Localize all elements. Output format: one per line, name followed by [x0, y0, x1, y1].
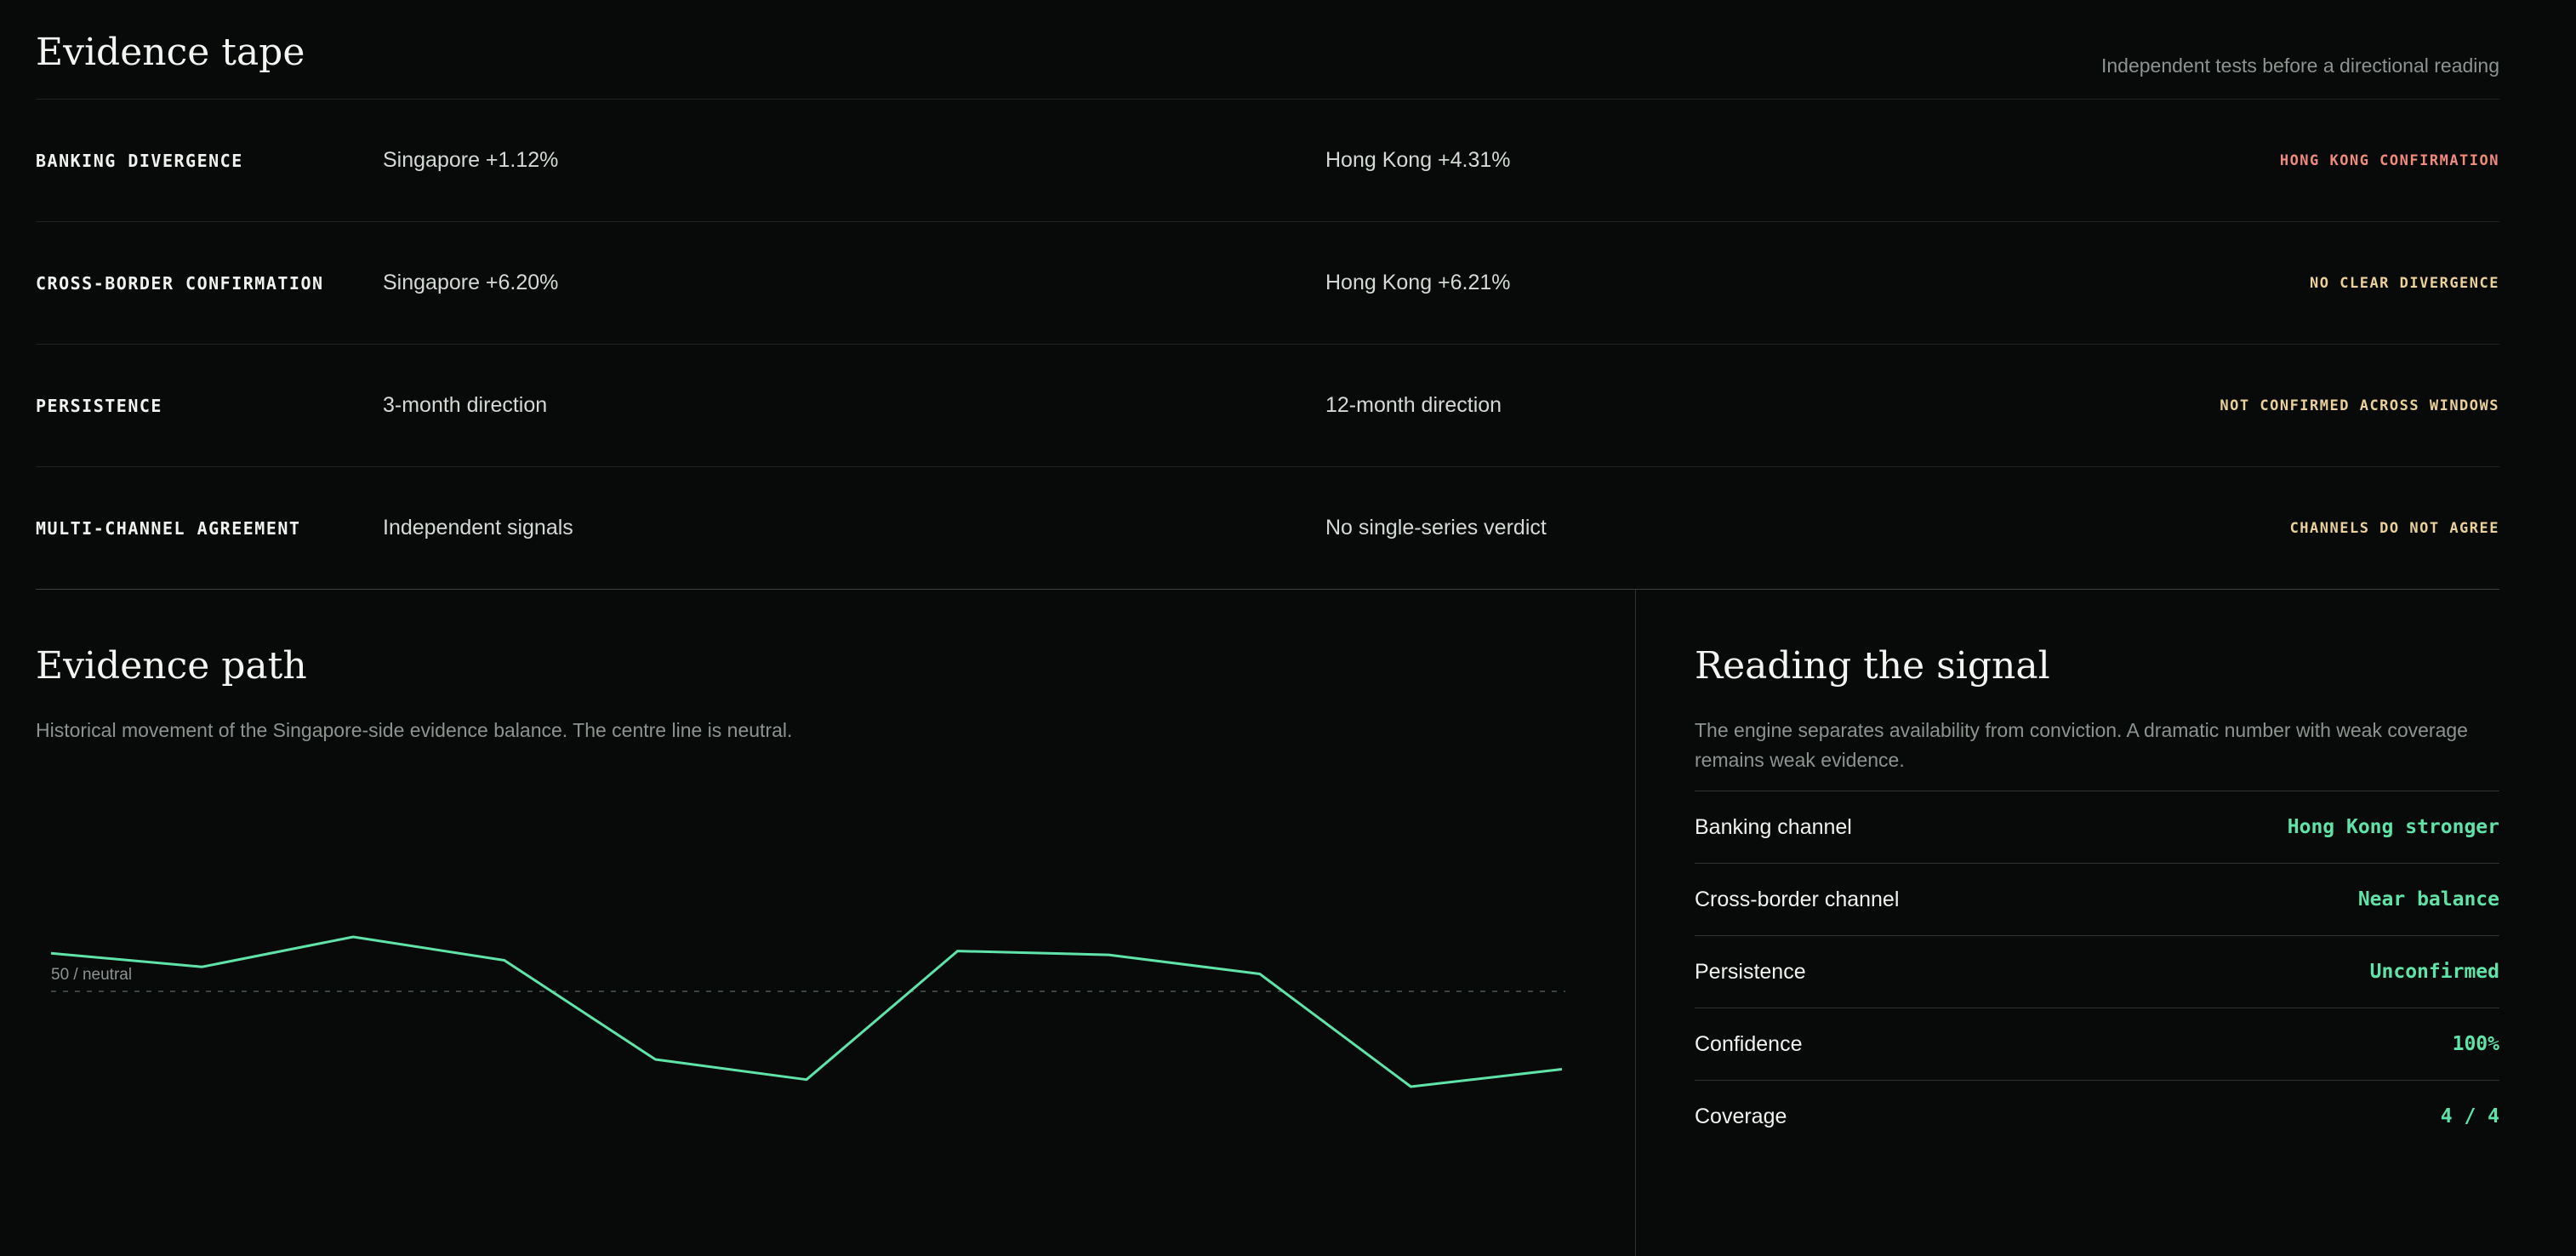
page-subtitle: Independent tests before a directional r…: [2101, 54, 2499, 77]
status-badge: HONG KONG CONFIRMATION: [2279, 151, 2499, 169]
row-label: MULTI-CHANNEL AGREEMENT: [36, 517, 301, 539]
row-label: PERSISTENCE: [36, 395, 162, 416]
row-singapore-value: Singapore +6.20%: [383, 271, 559, 294]
row-label: CROSS-BORDER CONFIRMATION: [36, 272, 324, 294]
signal-value: 100%: [2452, 1033, 2499, 1055]
row-long-window: 12-month direction: [1325, 393, 1502, 417]
signal-label: Confidence: [1695, 1031, 1803, 1056]
signal-value: Near balance: [2357, 888, 2499, 911]
row-signals-note: Independent signals: [383, 516, 573, 540]
row-hong-kong-value: Hong Kong +6.21%: [1325, 271, 1511, 294]
signal-row-confidence: Confidence 100%: [1695, 1008, 2499, 1081]
evidence-path-description: Historical movement of the Singapore-sid…: [36, 719, 793, 741]
signal-row-coverage: Coverage 4 / 4: [1695, 1081, 2499, 1152]
signal-row-banking: Banking channel Hong Kong stronger: [1695, 791, 2499, 864]
neutral-reference-label: 50 / neutral: [51, 966, 132, 984]
panel-divider: [1635, 590, 1636, 1256]
tape-row-persistence: PERSISTENCE 3-month direction 12-month d…: [36, 345, 2499, 467]
tape-row-cross-border-confirmation: CROSS-BORDER CONFIRMATION Singapore +6.2…: [36, 222, 2499, 345]
signal-value: Hong Kong stronger: [2287, 816, 2499, 838]
status-badge: CHANNELS DO NOT AGREE: [2289, 519, 2499, 537]
page-title: Evidence tape: [36, 31, 305, 74]
tape-row-banking-divergence: BANKING DIVERGENCE Singapore +1.12% Hong…: [36, 100, 2499, 222]
status-badge: NOT CONFIRMED ACROSS WINDOWS: [2220, 397, 2499, 414]
evidence-path-panel: Evidence path Historical movement of the…: [36, 590, 1610, 1256]
row-hong-kong-value: Hong Kong +4.31%: [1325, 148, 1511, 172]
reading-signal-panel: Reading the signal The engine separates …: [1695, 590, 2499, 1256]
row-singapore-value: Singapore +1.12%: [383, 148, 559, 172]
signal-value: Unconfirmed: [2369, 961, 2499, 983]
signal-label: Persistence: [1695, 959, 1806, 984]
evidence-path-chart: 50 / neutral 2025-09 2026-07: [50, 935, 1565, 1088]
reading-signal-title: Reading the signal: [1695, 644, 2050, 688]
signal-row-cross-border: Cross-border channel Near balance: [1695, 864, 2499, 936]
evidence-series-line: [50, 935, 1563, 1088]
status-badge: NO CLEAR DIVERGENCE: [2310, 274, 2499, 292]
row-label: BANKING DIVERGENCE: [36, 150, 243, 171]
row-verdict-note: No single-series verdict: [1325, 516, 1547, 540]
evidence-tape-table: BANKING DIVERGENCE Singapore +1.12% Hong…: [36, 100, 2499, 590]
evidence-tape-header: Evidence tape Independent tests before a…: [36, 0, 2499, 100]
signal-list: Banking channel Hong Kong stronger Cross…: [1695, 791, 2499, 1152]
signal-value: 4 / 4: [2440, 1105, 2499, 1128]
tape-row-multi-channel-agreement: MULTI-CHANNEL AGREEMENT Independent sign…: [36, 467, 2499, 590]
evidence-path-title: Evidence path: [36, 644, 307, 688]
reading-signal-description: The engine separates availability from c…: [1695, 719, 2468, 771]
row-short-window: 3-month direction: [383, 393, 548, 417]
signal-label: Banking channel: [1695, 814, 1852, 839]
signal-label: Cross-border channel: [1695, 887, 1900, 911]
signal-row-persistence: Persistence Unconfirmed: [1695, 936, 2499, 1008]
signal-label: Coverage: [1695, 1104, 1787, 1128]
